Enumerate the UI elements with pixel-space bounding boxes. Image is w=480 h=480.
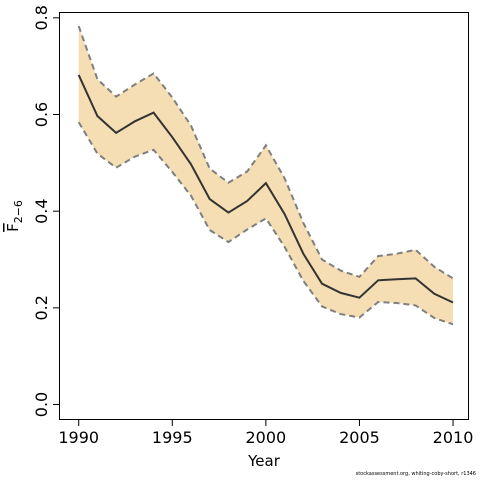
plot-frame <box>59 12 469 420</box>
y-axis-title-main: F <box>4 223 22 232</box>
x-tick-label: 1995 <box>152 428 193 447</box>
x-tick-label: 1990 <box>58 428 99 447</box>
y-tick-label: 0.8 <box>32 5 51 30</box>
confidence-band <box>78 26 453 325</box>
y-tick-label: 0.2 <box>32 295 51 320</box>
upper-bound-line <box>77 25 454 280</box>
svg-text:F2−6: F2−6 <box>4 200 25 232</box>
x-axis-title: Year <box>247 452 281 470</box>
x-tick-label: 2000 <box>246 428 287 447</box>
y-tick-label: 0.4 <box>32 198 51 223</box>
y-tick-label: 0.6 <box>32 102 51 127</box>
x-tick-label: 2005 <box>339 428 380 447</box>
y-axis-title: F2−6 <box>4 200 25 232</box>
x-tick-label: 2010 <box>433 428 474 447</box>
x-axis: 1990 1995 2000 2005 2010 <box>58 419 473 447</box>
y-axis: 0.0 0.2 0.4 0.6 0.8 <box>32 5 60 417</box>
estimate-line <box>77 74 454 304</box>
footer-note: stockassessment.org, whiting-coby-short,… <box>355 471 476 477</box>
y-axis-title-subscript: 2−6 <box>12 200 25 223</box>
y-tick-label: 0.0 <box>32 392 51 417</box>
